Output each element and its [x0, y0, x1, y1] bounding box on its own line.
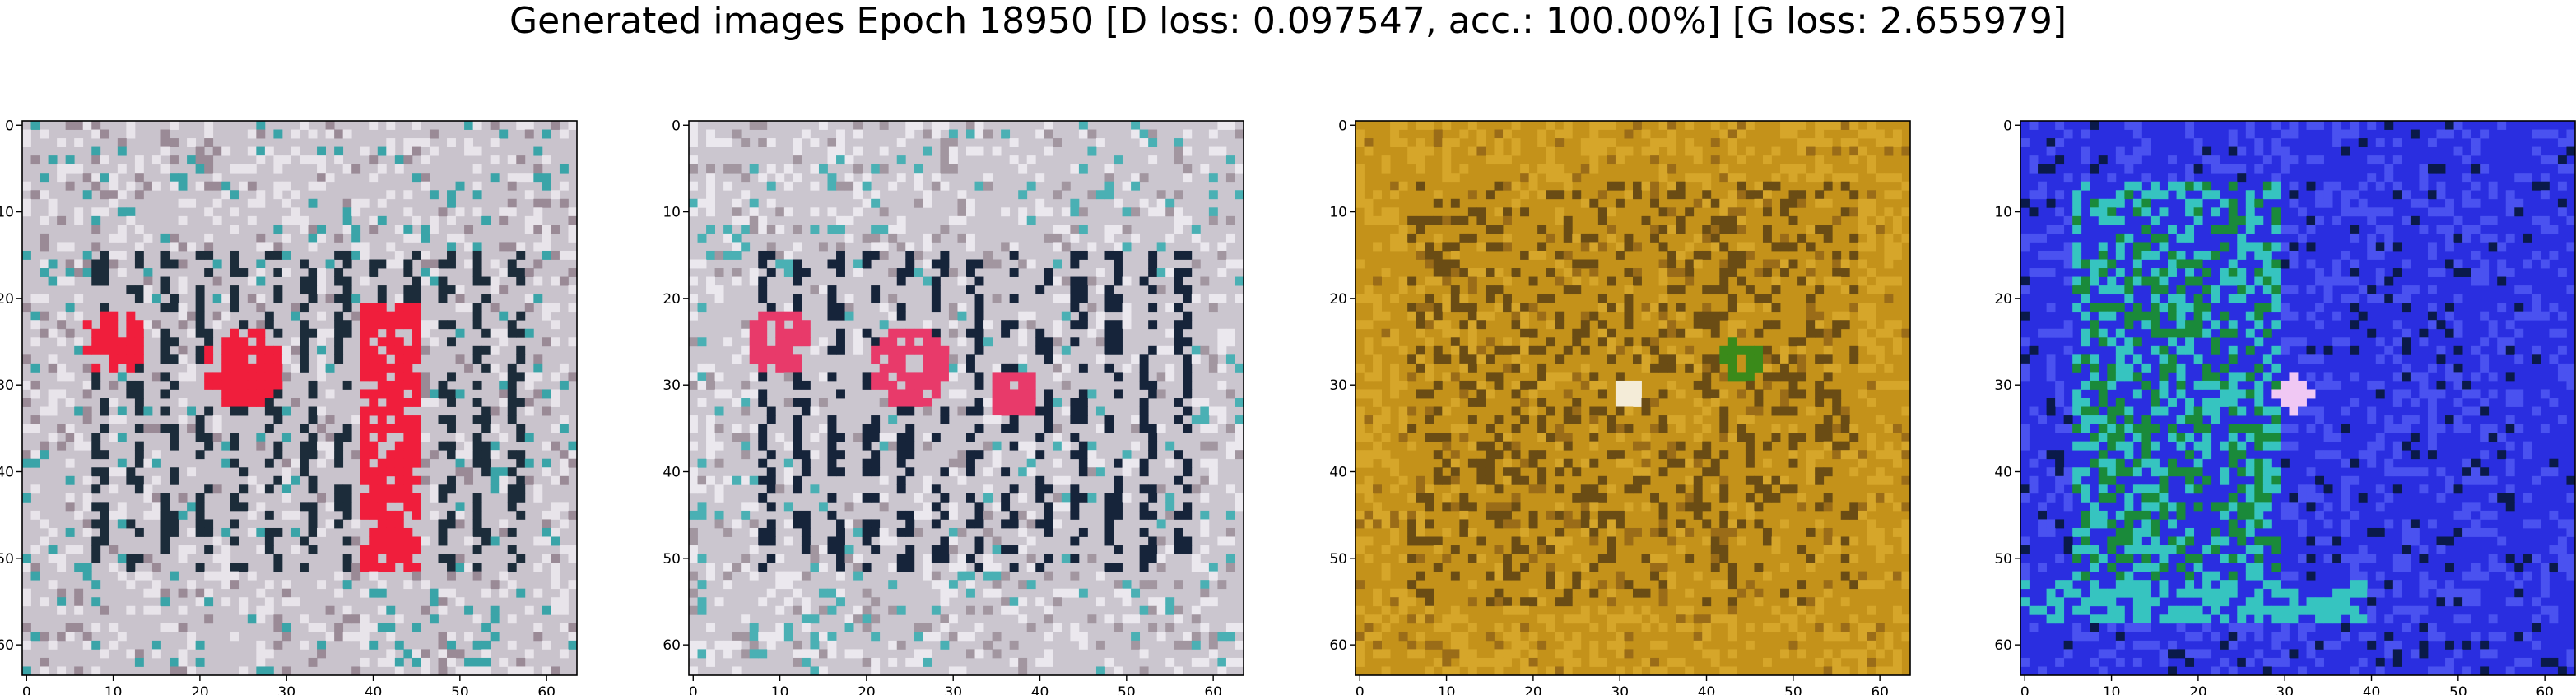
y-tick-label: 40	[0, 465, 14, 481]
y-tick-label: 0	[5, 118, 14, 134]
axes-frame	[688, 120, 1244, 676]
y-tick-label: 30	[1994, 378, 2012, 394]
image-pixels	[689, 121, 1244, 676]
y-tick-label: 60	[1994, 637, 2012, 654]
x-tick-label: 60	[2536, 684, 2554, 695]
x-tick-label: 50	[1784, 684, 1802, 695]
y-tick-label: 40	[1994, 465, 2012, 481]
figure-title: Generated images Epoch 18950 [D loss: 0.…	[509, 0, 2067, 42]
x-tick-label: 60	[1204, 684, 1222, 695]
x-tick-label: 50	[2449, 684, 2467, 695]
axes-frame	[2020, 120, 2576, 676]
y-tick-label: 30	[0, 378, 14, 394]
y-tick-label: 60	[1329, 637, 1347, 654]
x-tick-label: 60	[537, 684, 556, 695]
y-tick-label: 50	[1994, 551, 2012, 568]
x-tick-label: 20	[858, 684, 876, 695]
x-tick-label: 30	[1611, 684, 1629, 695]
x-tick-label: 0	[22, 684, 31, 695]
x-tick-label: 30	[277, 684, 295, 695]
x-tick-label: 40	[1031, 684, 1049, 695]
y-tick-label: 40	[663, 465, 681, 481]
y-tick-label: 60	[663, 637, 681, 654]
y-tick-label: 10	[1994, 205, 2012, 221]
x-tick-label: 0	[1355, 684, 1365, 695]
x-tick-label: 20	[191, 684, 209, 695]
image-panel-3: 0 10 20 30 40 50 60 0 10 20 30 40 50 60	[1329, 118, 1911, 695]
x-tick-label: 0	[2020, 684, 2030, 695]
x-tick-label: 10	[771, 684, 789, 695]
x-tick-label: 10	[1438, 684, 1456, 695]
image-pixels	[1355, 121, 1911, 676]
y-tick-label: 10	[1329, 205, 1347, 221]
x-tick-label: 50	[451, 684, 469, 695]
axes-frame	[1355, 120, 1911, 676]
x-tick-label: 30	[2276, 684, 2294, 695]
y-tick-label: 30	[663, 378, 681, 394]
x-tick-label: 0	[689, 684, 698, 695]
image-pixels	[2020, 121, 2576, 676]
y-tick-label: 20	[663, 291, 681, 308]
y-tick-label: 0	[672, 118, 681, 134]
x-tick-label: 60	[1871, 684, 1889, 695]
image-pixels	[22, 121, 578, 676]
y-tick-label: 50	[1329, 551, 1347, 568]
x-tick-label: 40	[365, 684, 383, 695]
y-tick-label: 20	[1329, 291, 1347, 308]
y-tick-label: 10	[663, 205, 681, 221]
y-tick-label: 0	[2003, 118, 2012, 134]
x-tick-label: 30	[944, 684, 962, 695]
y-tick-label: 50	[663, 551, 681, 568]
x-tick-label: 10	[105, 684, 123, 695]
y-tick-label: 10	[0, 205, 14, 221]
axes-frame	[21, 120, 578, 676]
x-tick-label: 40	[2363, 684, 2381, 695]
y-tick-label: 40	[1329, 465, 1347, 481]
x-tick-label: 10	[2103, 684, 2121, 695]
y-tick-label: 60	[0, 637, 14, 654]
y-tick-label: 0	[1338, 118, 1347, 134]
x-tick-label: 20	[2189, 684, 2207, 695]
image-panel-2: 0 10 20 30 40 50 60 0 10 20 30 40 50 60	[663, 118, 1244, 695]
image-panel-4: 0 10 20 30 40 50 60 0 10 20 30 40 50 60	[1994, 118, 2576, 695]
y-tick-label: 20	[0, 291, 14, 308]
y-tick-label: 50	[0, 551, 14, 568]
y-tick-label: 30	[1329, 378, 1347, 394]
image-panel-1: 0 10 20 30 40 50 60 0 10 20 30 40 50 60	[0, 118, 578, 695]
x-tick-label: 50	[1118, 684, 1136, 695]
x-tick-label: 20	[1524, 684, 1542, 695]
x-tick-label: 40	[1698, 684, 1716, 695]
y-tick-label: 20	[1994, 291, 2012, 308]
